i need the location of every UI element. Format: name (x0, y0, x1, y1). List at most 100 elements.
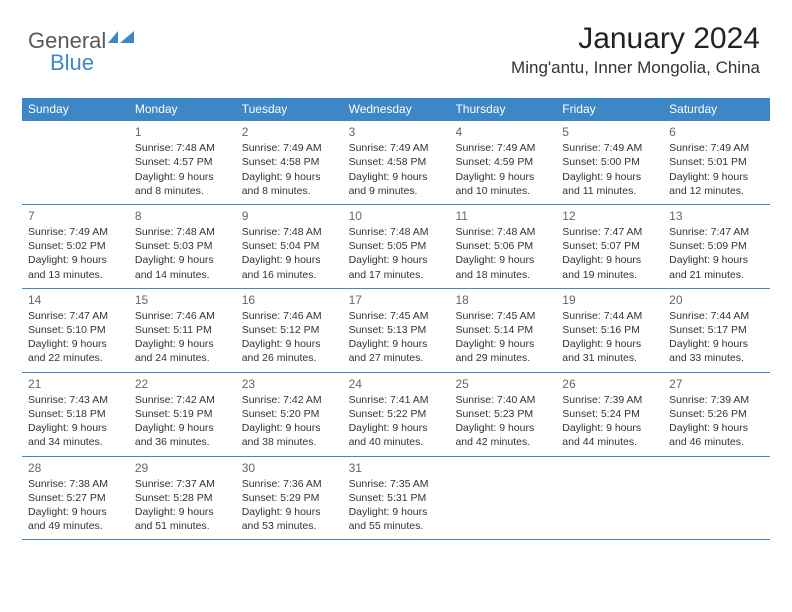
day-number: 19 (562, 292, 657, 308)
sunset-line: Sunset: 5:07 PM (562, 239, 657, 253)
sunrise-line: Sunrise: 7:46 AM (242, 309, 337, 323)
day-cell: 21Sunrise: 7:43 AMSunset: 5:18 PMDayligh… (22, 373, 129, 456)
daylight-line: Daylight: 9 hours and 14 minutes. (135, 253, 230, 281)
sunrise-line: Sunrise: 7:42 AM (242, 393, 337, 407)
calendar-body: 1Sunrise: 7:48 AMSunset: 4:57 PMDaylight… (22, 121, 770, 540)
day-cell: 29Sunrise: 7:37 AMSunset: 5:28 PMDayligh… (129, 457, 236, 540)
sunset-line: Sunset: 5:19 PM (135, 407, 230, 421)
day-number: 21 (28, 376, 123, 392)
daylight-line: Daylight: 9 hours and 46 minutes. (669, 421, 764, 449)
sunset-line: Sunset: 5:09 PM (669, 239, 764, 253)
sunrise-line: Sunrise: 7:40 AM (455, 393, 550, 407)
logo-icon (108, 25, 134, 51)
day-cell: 22Sunrise: 7:42 AMSunset: 5:19 PMDayligh… (129, 373, 236, 456)
sunset-line: Sunset: 5:22 PM (349, 407, 444, 421)
daylight-line: Daylight: 9 hours and 49 minutes. (28, 505, 123, 533)
day-number: 27 (669, 376, 764, 392)
sunset-line: Sunset: 5:06 PM (455, 239, 550, 253)
day-header-row: SundayMondayTuesdayWednesdayThursdayFrid… (22, 98, 770, 121)
day-cell (449, 457, 556, 540)
day-header-cell: Monday (129, 98, 236, 121)
day-cell: 9Sunrise: 7:48 AMSunset: 5:04 PMDaylight… (236, 205, 343, 288)
day-cell: 30Sunrise: 7:36 AMSunset: 5:29 PMDayligh… (236, 457, 343, 540)
sunset-line: Sunset: 5:27 PM (28, 491, 123, 505)
sunrise-line: Sunrise: 7:46 AM (135, 309, 230, 323)
day-header-cell: Saturday (663, 98, 770, 121)
day-cell: 2Sunrise: 7:49 AMSunset: 4:58 PMDaylight… (236, 121, 343, 204)
daylight-line: Daylight: 9 hours and 13 minutes. (28, 253, 123, 281)
day-cell: 4Sunrise: 7:49 AMSunset: 4:59 PMDaylight… (449, 121, 556, 204)
day-cell: 15Sunrise: 7:46 AMSunset: 5:11 PMDayligh… (129, 289, 236, 372)
day-header-cell: Thursday (449, 98, 556, 121)
day-cell: 24Sunrise: 7:41 AMSunset: 5:22 PMDayligh… (343, 373, 450, 456)
sunrise-line: Sunrise: 7:36 AM (242, 477, 337, 491)
sunrise-line: Sunrise: 7:48 AM (135, 141, 230, 155)
sunset-line: Sunset: 4:58 PM (242, 155, 337, 169)
day-cell: 11Sunrise: 7:48 AMSunset: 5:06 PMDayligh… (449, 205, 556, 288)
calendar: SundayMondayTuesdayWednesdayThursdayFrid… (22, 98, 770, 540)
day-cell: 6Sunrise: 7:49 AMSunset: 5:01 PMDaylight… (663, 121, 770, 204)
day-cell: 23Sunrise: 7:42 AMSunset: 5:20 PMDayligh… (236, 373, 343, 456)
day-number: 25 (455, 376, 550, 392)
sunrise-line: Sunrise: 7:49 AM (349, 141, 444, 155)
sunrise-line: Sunrise: 7:48 AM (242, 225, 337, 239)
day-cell: 7Sunrise: 7:49 AMSunset: 5:02 PMDaylight… (22, 205, 129, 288)
sunset-line: Sunset: 5:11 PM (135, 323, 230, 337)
day-number: 23 (242, 376, 337, 392)
day-header-cell: Sunday (22, 98, 129, 121)
day-cell: 27Sunrise: 7:39 AMSunset: 5:26 PMDayligh… (663, 373, 770, 456)
day-cell: 8Sunrise: 7:48 AMSunset: 5:03 PMDaylight… (129, 205, 236, 288)
day-number: 3 (349, 124, 444, 140)
sunrise-line: Sunrise: 7:49 AM (28, 225, 123, 239)
daylight-line: Daylight: 9 hours and 8 minutes. (242, 170, 337, 198)
daylight-line: Daylight: 9 hours and 18 minutes. (455, 253, 550, 281)
day-number: 26 (562, 376, 657, 392)
daylight-line: Daylight: 9 hours and 42 minutes. (455, 421, 550, 449)
daylight-line: Daylight: 9 hours and 17 minutes. (349, 253, 444, 281)
daylight-line: Daylight: 9 hours and 8 minutes. (135, 170, 230, 198)
sunset-line: Sunset: 5:03 PM (135, 239, 230, 253)
sunset-line: Sunset: 4:57 PM (135, 155, 230, 169)
daylight-line: Daylight: 9 hours and 44 minutes. (562, 421, 657, 449)
daylight-line: Daylight: 9 hours and 36 minutes. (135, 421, 230, 449)
sunrise-line: Sunrise: 7:42 AM (135, 393, 230, 407)
sunrise-line: Sunrise: 7:35 AM (349, 477, 444, 491)
day-cell: 20Sunrise: 7:44 AMSunset: 5:17 PMDayligh… (663, 289, 770, 372)
day-number: 22 (135, 376, 230, 392)
day-cell: 26Sunrise: 7:39 AMSunset: 5:24 PMDayligh… (556, 373, 663, 456)
location: Ming'antu, Inner Mongolia, China (511, 58, 760, 78)
header: January 2024 Ming'antu, Inner Mongolia, … (511, 22, 760, 78)
day-number: 6 (669, 124, 764, 140)
daylight-line: Daylight: 9 hours and 31 minutes. (562, 337, 657, 365)
day-number: 8 (135, 208, 230, 224)
day-cell: 14Sunrise: 7:47 AMSunset: 5:10 PMDayligh… (22, 289, 129, 372)
day-number: 12 (562, 208, 657, 224)
sunset-line: Sunset: 5:16 PM (562, 323, 657, 337)
week-row: 14Sunrise: 7:47 AMSunset: 5:10 PMDayligh… (22, 289, 770, 373)
daylight-line: Daylight: 9 hours and 21 minutes. (669, 253, 764, 281)
sunset-line: Sunset: 5:02 PM (28, 239, 123, 253)
daylight-line: Daylight: 9 hours and 53 minutes. (242, 505, 337, 533)
sunrise-line: Sunrise: 7:49 AM (242, 141, 337, 155)
sunrise-line: Sunrise: 7:45 AM (455, 309, 550, 323)
day-cell: 12Sunrise: 7:47 AMSunset: 5:07 PMDayligh… (556, 205, 663, 288)
day-number: 31 (349, 460, 444, 476)
day-number: 20 (669, 292, 764, 308)
sunrise-line: Sunrise: 7:45 AM (349, 309, 444, 323)
week-row: 1Sunrise: 7:48 AMSunset: 4:57 PMDaylight… (22, 121, 770, 205)
sunset-line: Sunset: 5:05 PM (349, 239, 444, 253)
sunset-line: Sunset: 5:20 PM (242, 407, 337, 421)
day-cell: 16Sunrise: 7:46 AMSunset: 5:12 PMDayligh… (236, 289, 343, 372)
daylight-line: Daylight: 9 hours and 40 minutes. (349, 421, 444, 449)
sunset-line: Sunset: 5:29 PM (242, 491, 337, 505)
day-cell: 25Sunrise: 7:40 AMSunset: 5:23 PMDayligh… (449, 373, 556, 456)
sunset-line: Sunset: 4:58 PM (349, 155, 444, 169)
sunset-line: Sunset: 5:18 PM (28, 407, 123, 421)
day-number: 29 (135, 460, 230, 476)
week-row: 7Sunrise: 7:49 AMSunset: 5:02 PMDaylight… (22, 205, 770, 289)
day-number: 15 (135, 292, 230, 308)
day-header-cell: Wednesday (343, 98, 450, 121)
sunrise-line: Sunrise: 7:39 AM (669, 393, 764, 407)
sunset-line: Sunset: 5:28 PM (135, 491, 230, 505)
day-number: 16 (242, 292, 337, 308)
